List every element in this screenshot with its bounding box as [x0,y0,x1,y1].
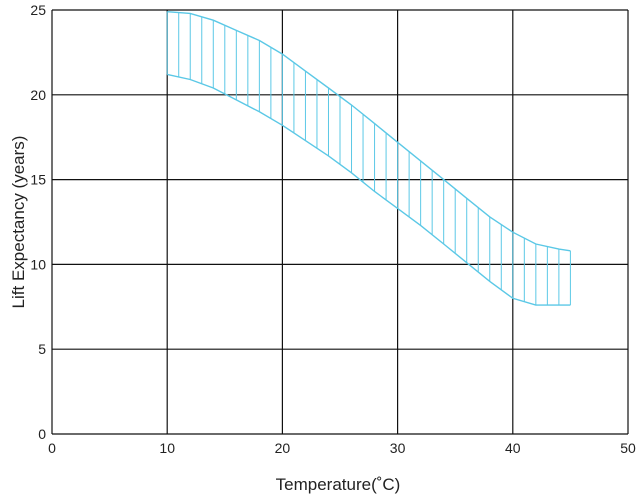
x-tick-label-5: 50 [620,440,636,456]
x-tick-label-3: 30 [390,440,406,456]
x-axis-title: Temperature(˚C) [276,475,401,494]
y-tick-label-2: 10 [30,256,46,272]
x-tick-label-0: 0 [48,440,56,456]
tick-labels: 0 10 20 30 40 50 0 5 10 15 20 25 [30,2,636,456]
upper-bound-line [167,11,571,252]
y-tick-label-1: 5 [38,341,46,357]
grid [51,9,629,435]
lower-bound-line [167,73,571,306]
y-tick-label-5: 25 [30,2,46,18]
x-tick-label-2: 20 [275,440,291,456]
y-axis-title: Lift Expectancy (years) [9,136,28,309]
x-tick-label-1: 10 [159,440,175,456]
y-tick-label-0: 0 [38,426,46,442]
band [166,11,571,306]
y-tick-label-3: 15 [30,172,46,188]
y-tick-label-4: 20 [30,87,46,103]
x-tick-label-4: 40 [505,440,521,456]
